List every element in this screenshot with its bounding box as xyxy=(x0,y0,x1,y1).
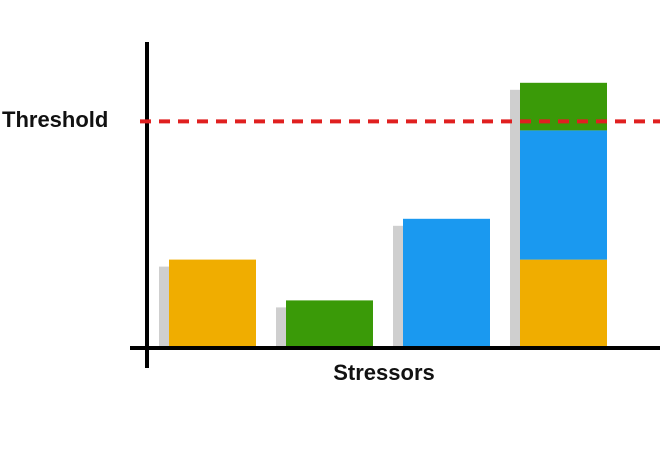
bar-shadow xyxy=(159,266,169,348)
bar xyxy=(169,259,256,348)
x-axis-label: Stressors xyxy=(333,360,435,385)
bar xyxy=(520,259,607,348)
bar-shadow xyxy=(393,225,403,348)
bar xyxy=(286,300,373,348)
threshold-label: Threshold xyxy=(2,107,108,132)
bar xyxy=(403,218,490,348)
bar-shadow xyxy=(510,89,520,349)
bar xyxy=(520,130,607,260)
bar-shadow xyxy=(276,307,286,348)
